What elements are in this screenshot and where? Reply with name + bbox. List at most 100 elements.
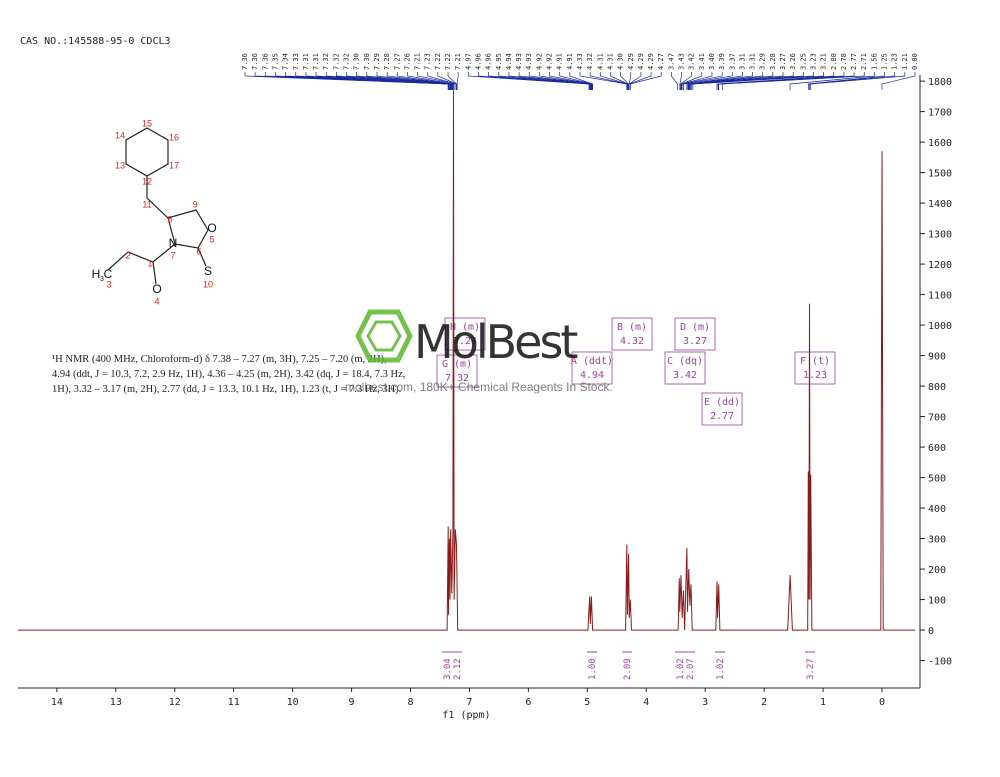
atom: 12 xyxy=(142,176,152,186)
multiplet-box xyxy=(701,392,743,426)
peak-label: 7.22 xyxy=(434,53,442,70)
x-tick-label: 14 xyxy=(51,697,63,708)
integral-label: 1.02 xyxy=(716,658,726,680)
peak-label: 4.31 xyxy=(606,53,614,70)
peak-connector xyxy=(366,72,453,90)
peak-label: 4.29 xyxy=(647,53,655,70)
peak-label: 7.30 xyxy=(363,53,371,70)
peak-connector xyxy=(680,72,703,90)
x-tick-label: 8 xyxy=(407,697,413,708)
y-tick-label: 800 xyxy=(928,382,946,393)
peak-label: 7.31 xyxy=(312,53,320,70)
atom: 1 xyxy=(147,258,152,268)
multiplet-label: A (ddt) xyxy=(571,356,613,367)
peak-connector xyxy=(690,72,804,90)
peak-label: 7.32 xyxy=(332,53,340,70)
peak-connector xyxy=(809,72,896,90)
peak-label: 2.80 xyxy=(830,53,838,70)
logo xyxy=(366,320,402,352)
atom: 13 xyxy=(115,160,125,170)
peak-label: 7.21 xyxy=(454,53,462,70)
integral-label: 3.04 xyxy=(443,658,453,680)
multiplet-shift: 4.94 xyxy=(580,370,604,381)
peak-label: 7.26 xyxy=(403,53,411,70)
peak-label: 1.56 xyxy=(870,53,878,70)
peak-label: 4.95 xyxy=(495,53,503,70)
peak-connector xyxy=(447,72,457,90)
structure xyxy=(107,127,209,285)
multiplet-shift: 3.27 xyxy=(683,336,707,347)
y-tick-label: 1400 xyxy=(928,199,952,210)
peak-connector xyxy=(716,72,835,90)
peak-label: 3.28 xyxy=(769,53,777,70)
multiplet-shift: 4.32 xyxy=(620,336,644,347)
peak-connector xyxy=(671,72,678,90)
y-tick-label: 1500 xyxy=(928,169,952,180)
peak-connector xyxy=(680,72,693,90)
atom: 10 xyxy=(203,279,213,289)
peak-label: 4.30 xyxy=(617,53,625,70)
peak-connector xyxy=(456,72,459,90)
atom: 2 xyxy=(125,250,130,260)
peak-label: 7.28 xyxy=(383,53,391,70)
peak-label: 7.31 xyxy=(302,53,310,70)
atom: 3 xyxy=(106,279,111,289)
x-tick-label: 13 xyxy=(110,697,122,708)
peak-connector xyxy=(488,72,591,90)
peak-label: 4.91 xyxy=(566,53,574,70)
atom: 8 xyxy=(167,214,172,224)
x-tick-label: 2 xyxy=(761,697,767,708)
header: CAS NO.:145588-95-0 CDCL3 xyxy=(20,36,171,47)
atom: 16 xyxy=(169,132,179,142)
atom: 11 xyxy=(142,199,151,209)
multiplet-shift: 7.32 xyxy=(445,373,469,384)
multiplet-label: E (dd) xyxy=(704,397,740,408)
peak-label: 7.30 xyxy=(353,53,361,70)
peak-label: 1.21 xyxy=(901,53,909,70)
peak-label: 4.97 xyxy=(464,53,472,70)
peak-label: 7.23 xyxy=(424,53,432,70)
x-axis-label: f1 (ppm) xyxy=(442,710,490,721)
peak-connector xyxy=(718,72,855,90)
atom: 9 xyxy=(192,199,197,209)
peak-label: 3.29 xyxy=(759,53,767,70)
peak-label: 4.29 xyxy=(637,53,645,70)
multiplet-box xyxy=(444,317,486,351)
multiplets: H (m) 7.24 G (m) 7.32 A (ddt) 4.94 B (m) 4.32 C … xyxy=(436,317,836,426)
multiplet-label: F (t) xyxy=(800,356,830,367)
peak-connector xyxy=(689,72,794,90)
peak-label: 4.93 xyxy=(515,53,523,70)
peak-connector xyxy=(396,72,454,90)
peak-label: 4.96 xyxy=(485,53,493,70)
peak-label: 7.33 xyxy=(292,53,300,70)
peak-connector xyxy=(610,72,629,90)
y-tick-label: 300 xyxy=(928,535,946,546)
peak-label: 7.22 xyxy=(444,53,452,70)
y-tick-label: 1800 xyxy=(928,77,952,88)
multiplet-box xyxy=(611,317,653,351)
multiplet-box xyxy=(674,317,716,351)
peak-label: 3.40 xyxy=(708,53,716,70)
peak-label: 3.31 xyxy=(738,53,746,70)
y-tick-label: 100 xyxy=(928,596,946,607)
multiplet-box xyxy=(436,354,478,388)
integral-label: 2.09 xyxy=(623,658,633,680)
x-tick-label: 6 xyxy=(525,697,531,708)
multiplet-label: B (m) xyxy=(617,322,647,333)
multiplet-box xyxy=(571,351,613,385)
y-tick-label: 1100 xyxy=(928,291,952,302)
peak-label: 3.41 xyxy=(698,53,706,70)
peak-label: 4.91 xyxy=(556,53,564,70)
integral-label: 2.07 xyxy=(686,658,696,680)
peak-label: 3.47 xyxy=(667,53,675,70)
peak-connector xyxy=(679,72,682,90)
tagline: molbest.com, 180K+ Chemical Reagents In … xyxy=(345,380,613,394)
integral-label: 1.02 xyxy=(676,658,686,680)
atom: N xyxy=(169,236,178,250)
peak-label: 3.25 xyxy=(799,53,807,70)
peak-label: 7.32 xyxy=(322,53,330,70)
bonds xyxy=(146,176,209,249)
nmr-text: ¹H NMR (400 MHz, Chloroform-d) δ 7.38 – … xyxy=(52,354,387,365)
y-tick-label: 1600 xyxy=(928,138,952,149)
peak-connector xyxy=(620,72,629,90)
